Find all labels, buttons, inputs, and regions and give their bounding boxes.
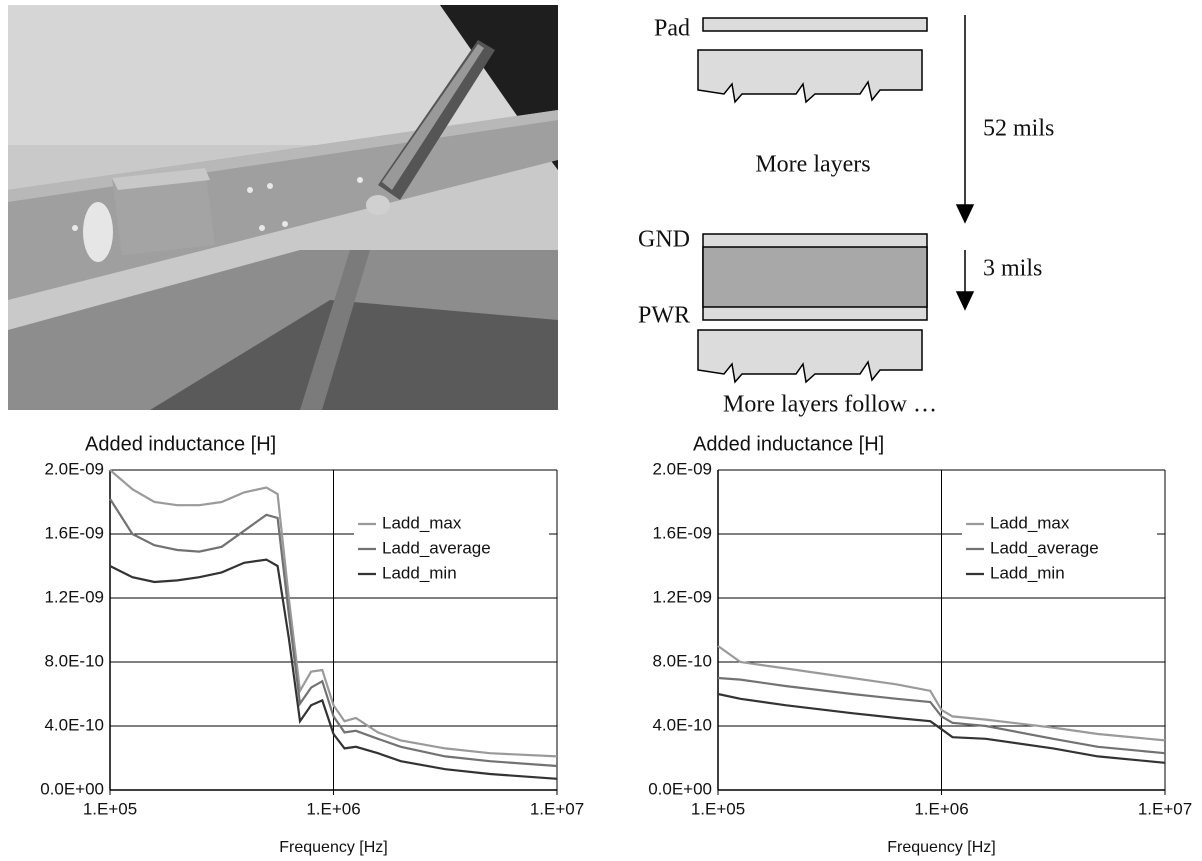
y-tick-label: 1.2E-09: [652, 587, 712, 606]
diagram-label: 52 mils: [983, 116, 1054, 142]
x-tick-label: 1.E+07: [1138, 799, 1192, 818]
diagram-label: GND: [638, 227, 690, 253]
y-tick-label: 8.0E-10: [44, 651, 104, 670]
figure: Pad More layers 52 mils GND 3 mils PWR M…: [0, 0, 1202, 861]
y-tick-label: 1.6E-09: [44, 523, 104, 542]
photo: [8, 5, 558, 410]
diagram-label: PWR: [638, 303, 690, 329]
legend-label: Ladd_min: [382, 563, 457, 582]
y-tick-label: 0.0E+00: [40, 779, 104, 798]
stackup-diagram: [698, 15, 973, 382]
x-tick-label: 1.E+06: [914, 799, 968, 818]
chart-title: Added inductance [H]: [693, 433, 884, 455]
y-tick-label: 4.0E-10: [44, 715, 104, 734]
x-tick-label: 1.E+05: [691, 799, 745, 818]
diagram-label: More layers: [755, 152, 870, 178]
y-tick-label: 2.0E-09: [652, 459, 712, 478]
x-axis-label: Frequency [Hz]: [279, 839, 387, 856]
x-tick-label: 1.E+06: [306, 799, 360, 818]
diagram-label: Pad: [654, 16, 690, 42]
diagram-label: More layers follow …: [723, 392, 937, 418]
x-tick-label: 1.E+05: [83, 799, 137, 818]
diagram-label: 3 mils: [983, 256, 1042, 282]
x-axis-label: Frequency [Hz]: [887, 839, 995, 856]
legend-label: Ladd_min: [990, 563, 1065, 582]
y-tick-label: 1.2E-09: [44, 587, 104, 606]
y-tick-label: 2.0E-09: [44, 459, 104, 478]
legend-label: Ladd_average: [990, 538, 1099, 557]
x-tick-label: 1.E+07: [530, 799, 584, 818]
legend-label: Ladd_max: [990, 513, 1070, 532]
legend-label: Ladd_average: [382, 538, 491, 557]
y-tick-label: 1.6E-09: [652, 523, 712, 542]
y-tick-label: 4.0E-10: [652, 715, 712, 734]
y-tick-label: 8.0E-10: [652, 651, 712, 670]
legend-label: Ladd_max: [382, 513, 462, 532]
y-tick-label: 0.0E+00: [648, 779, 712, 798]
chart-title: Added inductance [H]: [85, 433, 276, 455]
